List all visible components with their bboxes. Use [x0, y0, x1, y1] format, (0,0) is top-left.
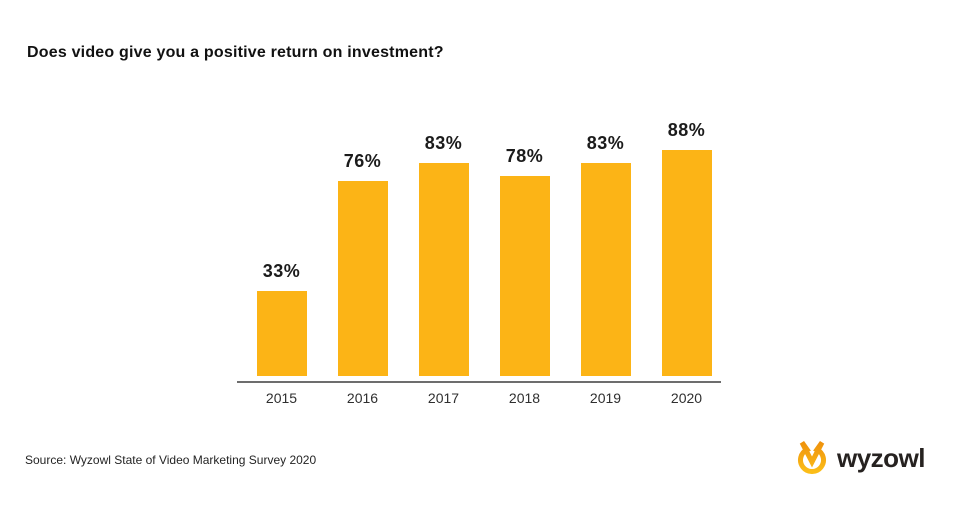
- wyzowl-owl-icon: [798, 441, 826, 474]
- x-axis-label: 2015: [265, 390, 298, 406]
- bar: [418, 163, 469, 376]
- bar-column-2016: 76%: [322, 118, 403, 376]
- brand-wordmark: wyzowl: [837, 443, 926, 473]
- x-axis-label: 2019: [589, 390, 622, 406]
- bar-value-label: 88%: [667, 120, 706, 140]
- bar-value-label: 83%: [586, 133, 625, 153]
- bar: [499, 176, 550, 376]
- x-axis-label: 2018: [508, 390, 541, 406]
- bar: [580, 163, 631, 376]
- x-axis-line: [237, 381, 721, 383]
- bar-column-2020: 88%: [646, 118, 727, 376]
- x-axis-labels: 2015 2016 2017 2018 2019 2020: [241, 390, 727, 406]
- bar: [256, 291, 307, 376]
- x-axis-label: 2016: [346, 390, 379, 406]
- source-note: Source: Wyzowl State of Video Marketing …: [25, 453, 317, 467]
- x-axis-label: 2020: [670, 390, 703, 406]
- x-axis-label: 2017: [427, 390, 460, 406]
- bar-value-label: 83%: [424, 133, 463, 153]
- bar-chart-plot: 33% 76% 83% 78% 83% 88%: [241, 118, 727, 376]
- chart-title: Does video give you a positive return on…: [27, 44, 444, 61]
- bar-value-label: 76%: [343, 151, 382, 171]
- bar: [661, 150, 712, 376]
- brand-logo: wyzowl: [794, 440, 926, 474]
- bar: [337, 181, 388, 376]
- bar-column-2018: 78%: [484, 118, 565, 376]
- bar-value-label: 33%: [262, 261, 301, 281]
- bar-column-2017: 83%: [403, 118, 484, 376]
- bar-column-2015: 33%: [241, 118, 322, 376]
- bar-column-2019: 83%: [565, 118, 646, 376]
- bar-value-label: 78%: [505, 146, 544, 166]
